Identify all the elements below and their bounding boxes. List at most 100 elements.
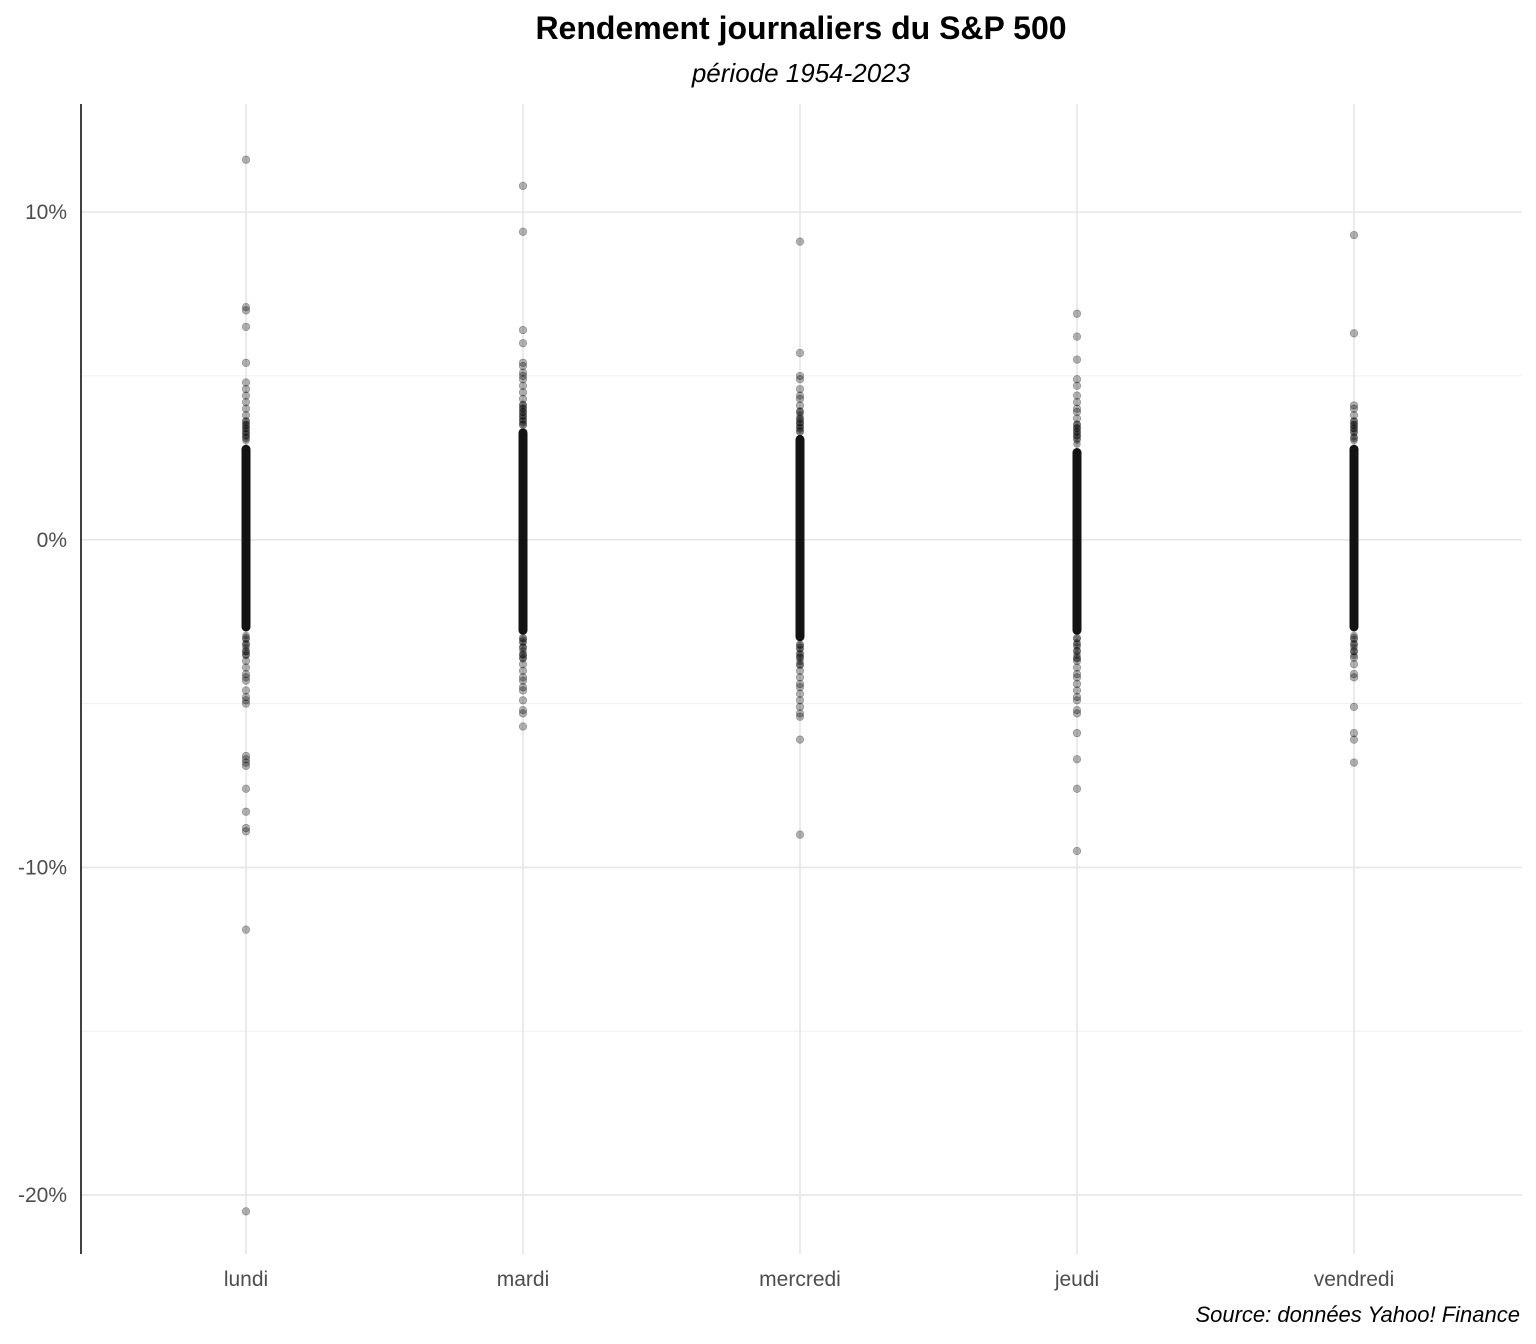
data-point xyxy=(241,384,251,394)
data-point xyxy=(519,420,527,429)
data-point xyxy=(518,417,528,426)
data-point xyxy=(1072,686,1082,695)
data-point xyxy=(1349,427,1359,436)
dense-band-mardi xyxy=(518,428,528,635)
data-point xyxy=(1073,440,1081,448)
data-point xyxy=(519,408,527,417)
data-point xyxy=(1349,669,1359,679)
data-point xyxy=(518,637,528,646)
data-point xyxy=(241,424,251,433)
data-point xyxy=(519,404,527,413)
data-point xyxy=(1350,436,1358,445)
data-point xyxy=(518,673,528,682)
x-tick-label-mercredi: mercredi xyxy=(759,1268,841,1291)
data-point xyxy=(241,663,251,672)
dense-band-jeudi xyxy=(1072,448,1082,635)
data-point xyxy=(1072,669,1082,679)
data-point xyxy=(518,411,528,420)
data-point xyxy=(1072,375,1082,384)
data-point xyxy=(795,673,805,682)
data-point xyxy=(241,306,251,315)
data-point xyxy=(1350,635,1358,644)
data-point xyxy=(1072,692,1082,702)
data-point xyxy=(1349,401,1359,410)
data-point xyxy=(242,647,250,656)
data-point xyxy=(241,427,251,436)
data-point xyxy=(242,639,250,648)
data-point xyxy=(519,646,527,655)
dense-band-lundi xyxy=(241,444,251,632)
data-point xyxy=(241,411,251,420)
data-point xyxy=(241,391,251,400)
x-tick-label-vendredi: vendredi xyxy=(1314,1268,1395,1291)
data-point xyxy=(518,227,528,236)
data-point xyxy=(518,362,528,371)
data-point xyxy=(242,436,250,445)
data-point xyxy=(795,683,805,692)
data-point xyxy=(241,656,251,666)
data-point xyxy=(518,181,528,191)
data-point xyxy=(1350,647,1358,656)
data-point xyxy=(1349,420,1359,430)
data-point xyxy=(795,830,805,839)
x-tick-label-jeudi: jeudi xyxy=(1054,1268,1099,1291)
data-point xyxy=(1072,633,1082,643)
data-point xyxy=(1072,381,1082,390)
data-point xyxy=(518,394,528,403)
data-point xyxy=(1350,432,1358,441)
data-point xyxy=(1349,417,1359,426)
data-point xyxy=(795,384,805,394)
data-point xyxy=(241,430,251,440)
data-point xyxy=(795,237,805,246)
data-point xyxy=(242,643,250,652)
data-point xyxy=(1073,642,1081,651)
data-point xyxy=(1350,416,1358,425)
data-point xyxy=(518,375,528,384)
data-point xyxy=(241,434,251,443)
data-point xyxy=(241,686,251,695)
data-point xyxy=(241,755,251,764)
data-point xyxy=(795,702,805,711)
data-point xyxy=(241,358,251,367)
data-point xyxy=(795,643,805,652)
data-point xyxy=(241,676,251,685)
data-point xyxy=(519,416,527,425)
data-point xyxy=(1349,633,1359,643)
data-point xyxy=(795,689,805,698)
data-point xyxy=(795,666,805,675)
data-point xyxy=(795,424,805,433)
data-point xyxy=(519,400,527,409)
data-point xyxy=(519,634,527,643)
data-point xyxy=(796,645,804,654)
data-point xyxy=(519,642,527,651)
data-point xyxy=(1072,647,1082,656)
data-point xyxy=(241,692,251,702)
data-point xyxy=(1073,634,1081,643)
data-point xyxy=(1072,398,1082,407)
data-point xyxy=(519,654,527,663)
data-point xyxy=(1072,430,1082,440)
data-point xyxy=(1349,404,1359,413)
data-point xyxy=(519,650,527,659)
data-point xyxy=(241,696,251,705)
data-point xyxy=(241,1207,251,1216)
dense-band-mercredi xyxy=(795,434,805,642)
data-point xyxy=(1349,758,1359,767)
data-point xyxy=(1073,424,1081,432)
data-point xyxy=(518,660,528,669)
data-point xyxy=(1350,428,1358,437)
y-tick-label: 0% xyxy=(37,529,67,552)
data-point xyxy=(795,640,805,649)
data-point xyxy=(1349,660,1359,669)
data-point xyxy=(1072,755,1082,764)
data-point xyxy=(1072,653,1082,662)
data-point xyxy=(795,417,805,426)
data-point xyxy=(241,751,251,761)
data-point xyxy=(518,414,528,423)
data-point xyxy=(518,706,528,715)
data-point xyxy=(796,661,804,670)
x-tick-labels: lundi mardi mercredi jeudi vendredi xyxy=(224,1268,1394,1291)
data-point xyxy=(1072,709,1082,718)
data-point xyxy=(518,696,528,705)
data-point xyxy=(242,416,250,425)
